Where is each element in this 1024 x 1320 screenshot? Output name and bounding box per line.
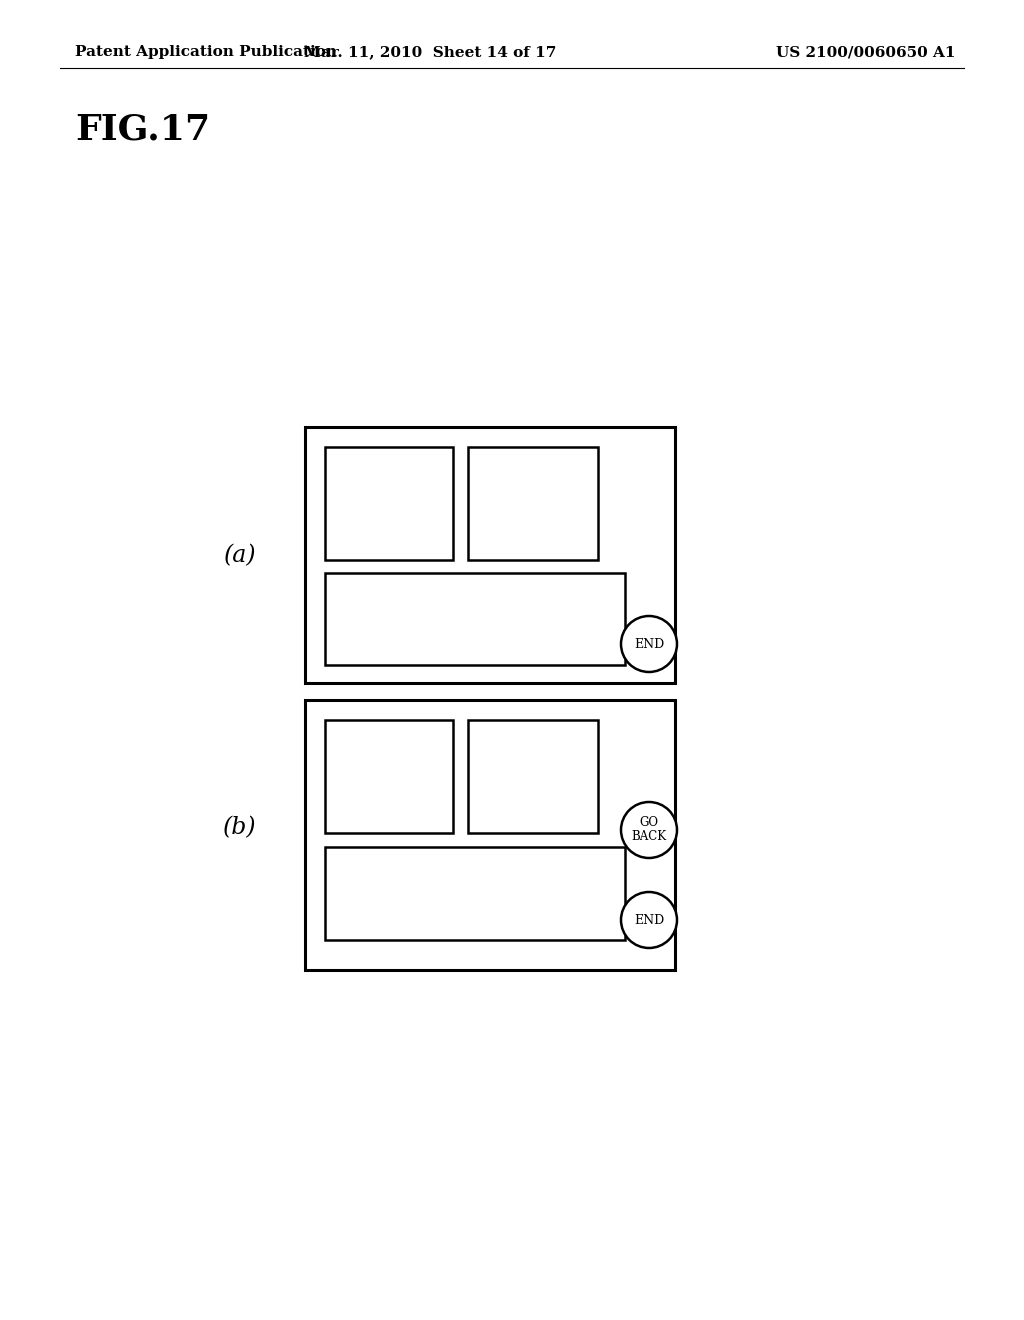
Bar <box>468 719 598 833</box>
Ellipse shape <box>621 803 677 858</box>
Text: Mar. 11, 2010  Sheet 14 of 17: Mar. 11, 2010 Sheet 14 of 17 <box>304 45 556 59</box>
Text: END: END <box>634 638 665 651</box>
Bar <box>305 426 675 682</box>
Text: Patent Application Publication: Patent Application Publication <box>75 45 337 59</box>
Text: FIG.17: FIG.17 <box>75 114 210 147</box>
Text: (b): (b) <box>223 817 257 840</box>
Bar <box>305 700 675 970</box>
Text: US 2100/0060650 A1: US 2100/0060650 A1 <box>775 45 955 59</box>
Bar <box>325 573 625 665</box>
Text: GO
BACK: GO BACK <box>632 817 667 843</box>
Text: (a): (a) <box>223 544 256 568</box>
Text: END: END <box>634 913 665 927</box>
Bar <box>325 847 625 940</box>
Ellipse shape <box>621 616 677 672</box>
Ellipse shape <box>621 892 677 948</box>
Bar <box>468 447 598 560</box>
Bar <box>325 719 453 833</box>
Bar <box>325 447 453 560</box>
